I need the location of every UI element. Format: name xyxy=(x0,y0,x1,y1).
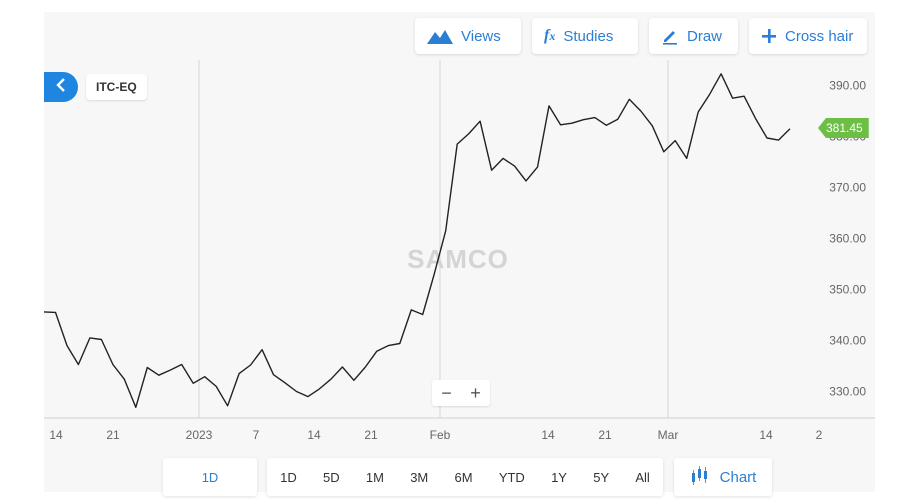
zoom-in-button[interactable]: + xyxy=(470,383,481,403)
candlestick-icon xyxy=(690,464,712,491)
draw-button[interactable]: Draw xyxy=(649,18,738,54)
period-1y[interactable]: 1Y xyxy=(551,469,567,485)
draw-label: Draw xyxy=(687,27,723,45)
plus-icon xyxy=(761,28,777,44)
period-ytd[interactable]: YTD xyxy=(498,469,525,485)
zoom-controls: − + xyxy=(432,380,490,406)
x-tick-label: 14 xyxy=(759,428,773,442)
x-tick-label: 21 xyxy=(364,428,378,442)
x-tick-label: Feb xyxy=(430,428,451,442)
period-3m[interactable]: 3M xyxy=(410,469,429,485)
period-6m[interactable]: 6M xyxy=(454,469,473,485)
period-5d[interactable]: 5D xyxy=(323,469,340,485)
x-tick-label: 7 xyxy=(253,428,260,442)
zoom-out-button[interactable]: − xyxy=(441,383,452,403)
current-price-badge: 381.45 xyxy=(818,118,869,138)
x-tick-label: 21 xyxy=(106,428,120,442)
period-1d[interactable]: 1D xyxy=(280,469,297,485)
period-selector: 1D 5D 1M 3M 6M YTD 1Y 5Y All xyxy=(267,458,663,496)
y-tick-label: 350.00 xyxy=(829,282,866,296)
period-1m[interactable]: 1M xyxy=(365,469,384,485)
views-label: Views xyxy=(461,27,501,45)
x-tick-label: 2 xyxy=(816,428,823,442)
watermark: SAMCO xyxy=(407,244,509,274)
back-button[interactable] xyxy=(44,72,78,102)
interval-label: 1D xyxy=(201,469,219,485)
chart-background xyxy=(44,12,875,492)
x-tick-label: Mar xyxy=(658,428,679,442)
symbol-label[interactable]: ITC-EQ xyxy=(86,74,147,100)
x-tick-label: 14 xyxy=(49,428,63,442)
mountain-icon xyxy=(427,28,453,44)
fx-icon: fx xyxy=(544,27,556,44)
chart-type-button[interactable]: Chart xyxy=(674,458,772,496)
y-tick-label: 360.00 xyxy=(829,231,866,245)
period-5y[interactable]: 5Y xyxy=(593,469,610,485)
x-tick-label: 2023 xyxy=(186,428,213,442)
chart-type-label: Chart xyxy=(719,468,757,486)
y-tick-label: 330.00 xyxy=(829,384,866,398)
y-tick-label: 340.00 xyxy=(829,333,866,347)
interval-selector[interactable]: 1D xyxy=(163,458,257,496)
x-tick-label: 14 xyxy=(307,428,321,442)
crosshair-button[interactable]: Cross hair xyxy=(749,18,867,54)
views-button[interactable]: Views xyxy=(415,18,521,54)
x-tick-label: 21 xyxy=(598,428,612,442)
y-tick-label: 390.00 xyxy=(829,78,866,92)
pencil-icon xyxy=(661,27,679,45)
studies-button[interactable]: fx Studies xyxy=(532,18,638,54)
crosshair-label: Cross hair xyxy=(785,27,854,45)
y-tick-label: 370.00 xyxy=(829,180,866,194)
period-all[interactable]: All xyxy=(635,469,650,485)
price-line xyxy=(43,73,791,408)
chevron-left-icon xyxy=(55,77,67,97)
studies-label: Studies xyxy=(563,27,614,45)
x-tick-label: 14 xyxy=(541,428,555,442)
